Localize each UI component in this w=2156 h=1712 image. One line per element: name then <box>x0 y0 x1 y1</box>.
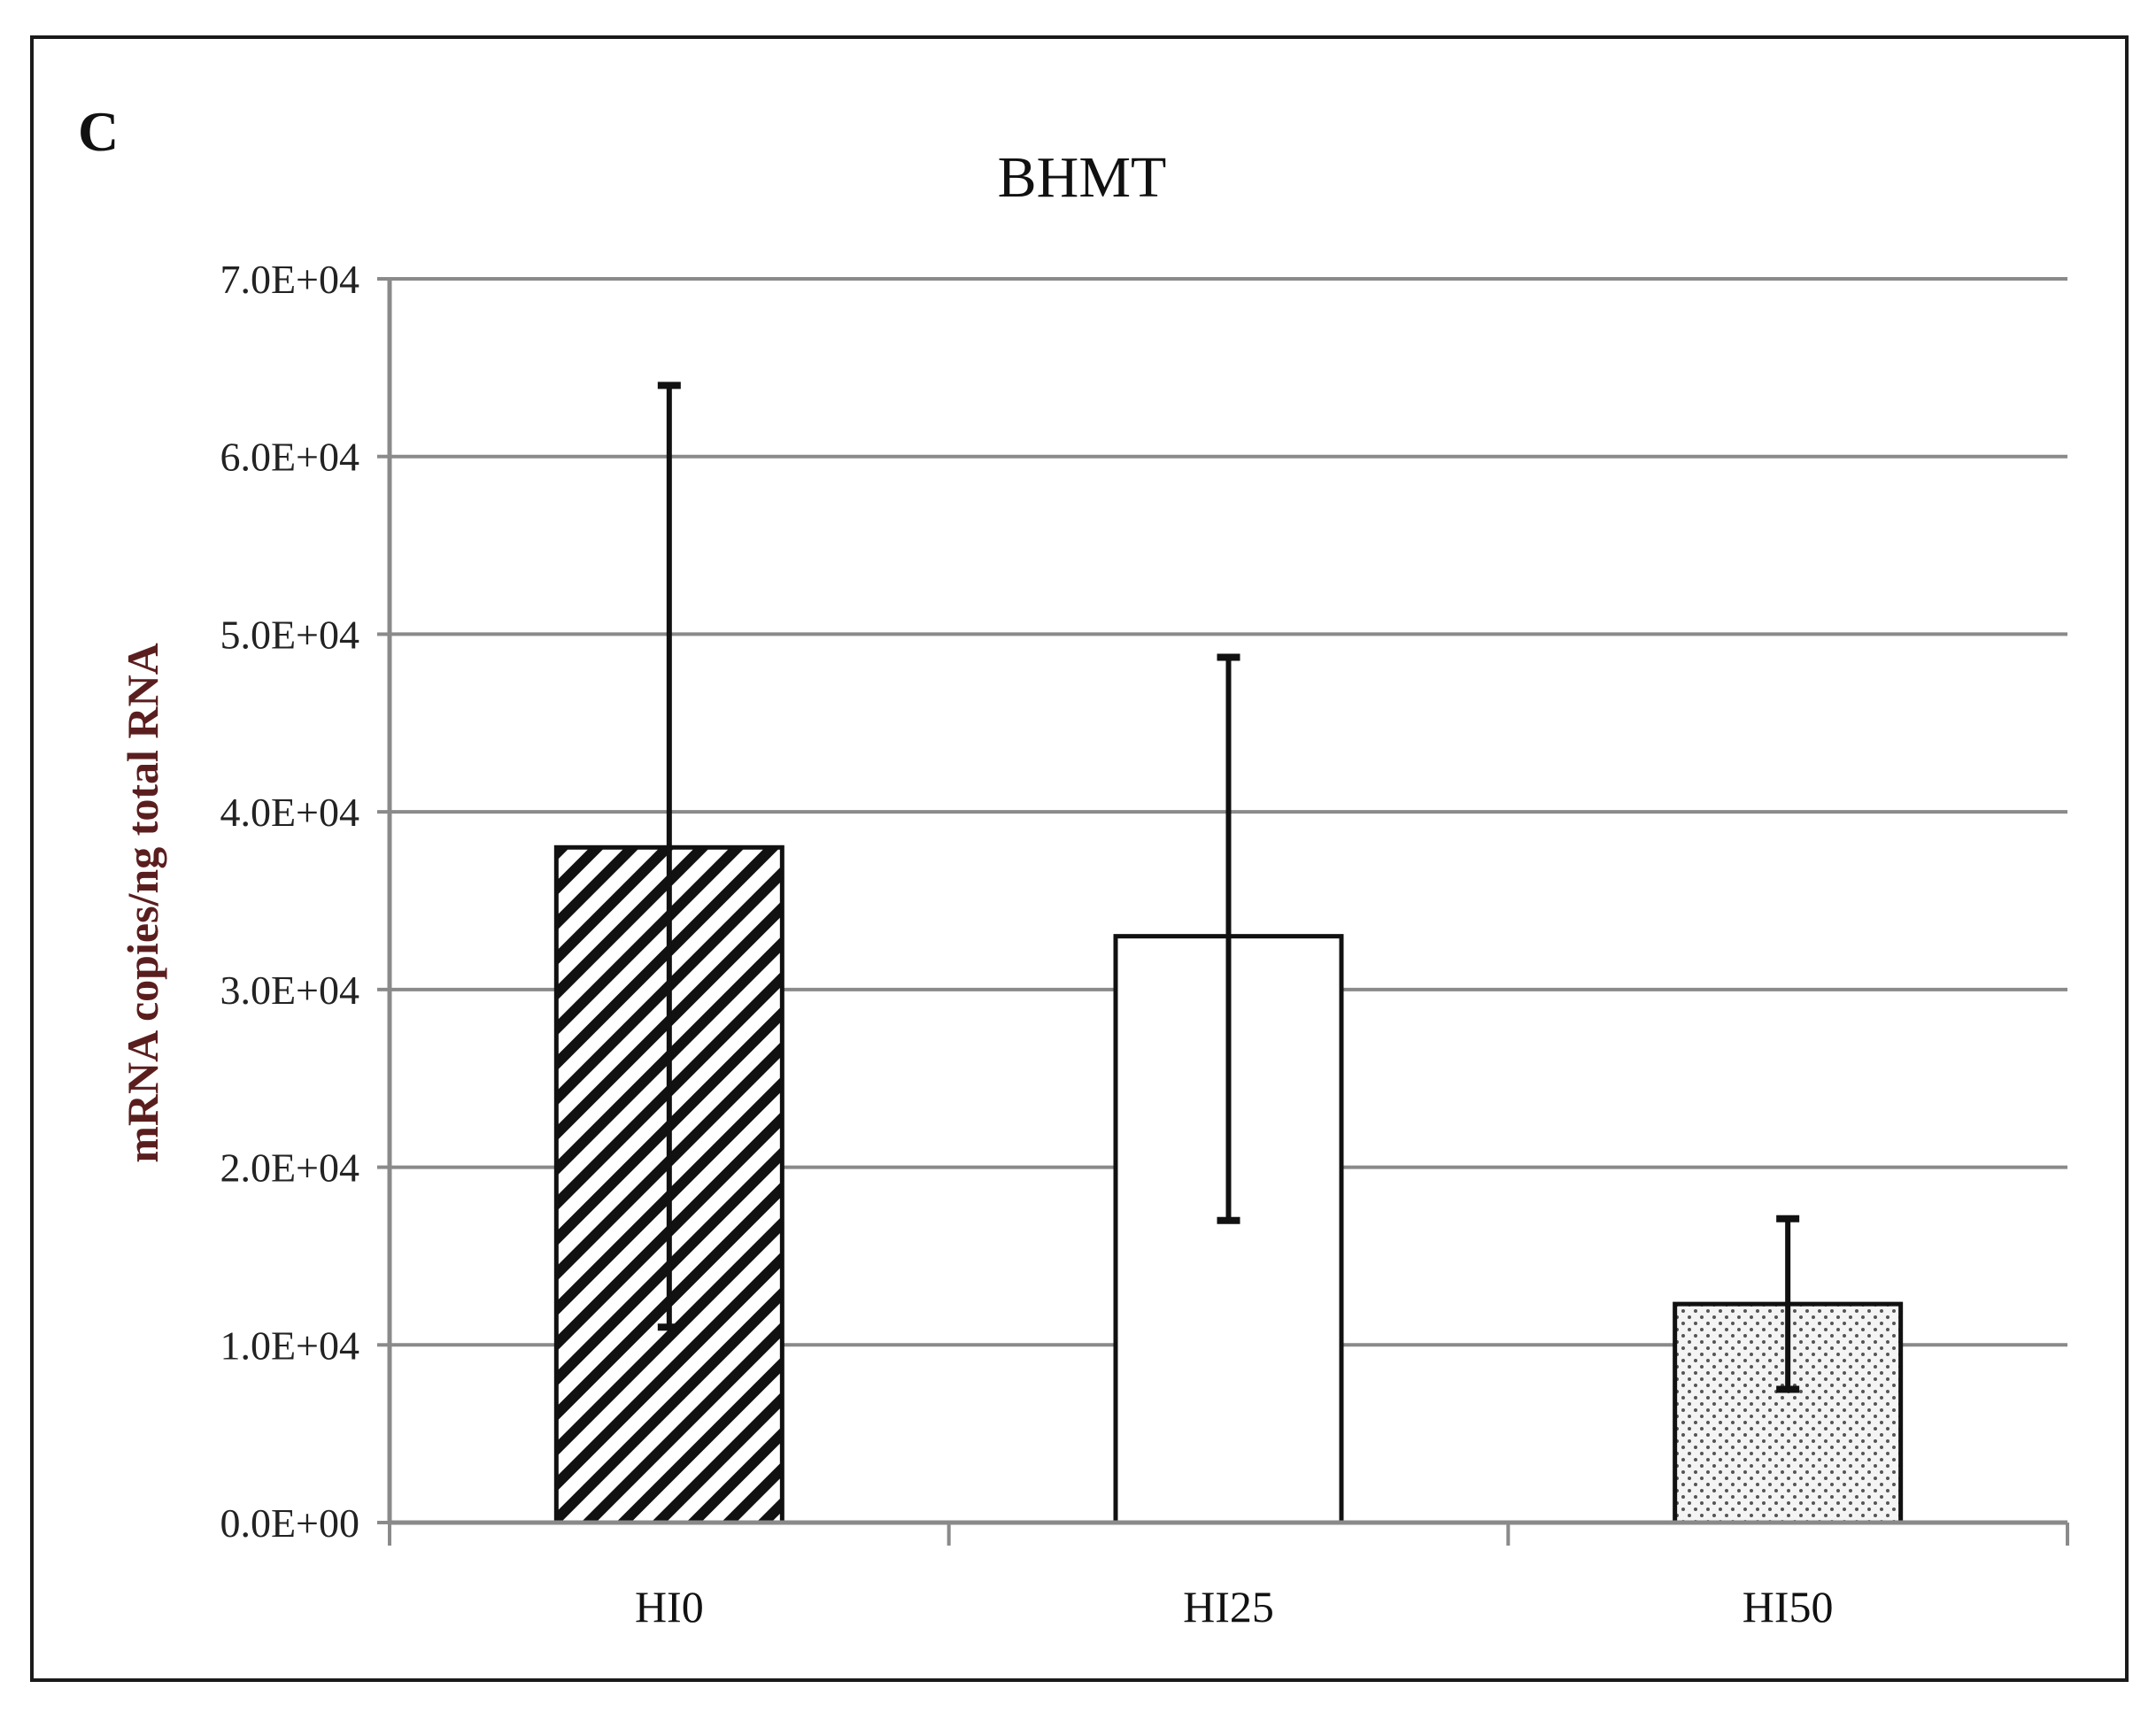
x-tick-label: HI0 <box>635 1582 704 1631</box>
y-tick-label: 7.0E+04 <box>220 257 359 302</box>
y-axis-ticks: 0.0E+00 1.0E+04 2.0E+04 3.0E+04 4.0E+04 5.0E+… <box>220 257 390 1546</box>
y-tick-label: 2.0E+04 <box>220 1145 359 1191</box>
error-bars <box>657 382 1800 1393</box>
y-tick-label: 1.0E+04 <box>220 1323 359 1368</box>
y-tick-label: 5.0E+04 <box>220 612 359 657</box>
y-tick-label: 3.0E+04 <box>220 968 359 1013</box>
y-tick-label: 4.0E+04 <box>220 790 359 835</box>
axes <box>387 279 2067 1525</box>
x-tick-label: HI50 <box>1743 1582 1834 1631</box>
x-axis-ticks: HI0 HI25 HI50 <box>388 1523 2069 1631</box>
panel-label: C <box>78 100 119 163</box>
x-tick-label: HI25 <box>1183 1582 1274 1631</box>
y-axis-label: mRNA copies/ng total RNA <box>118 643 167 1162</box>
y-tick-label: 0.0E+00 <box>220 1500 359 1546</box>
chart-title: BHMT <box>998 145 1167 210</box>
y-tick-label: 6.0E+04 <box>220 435 359 480</box>
